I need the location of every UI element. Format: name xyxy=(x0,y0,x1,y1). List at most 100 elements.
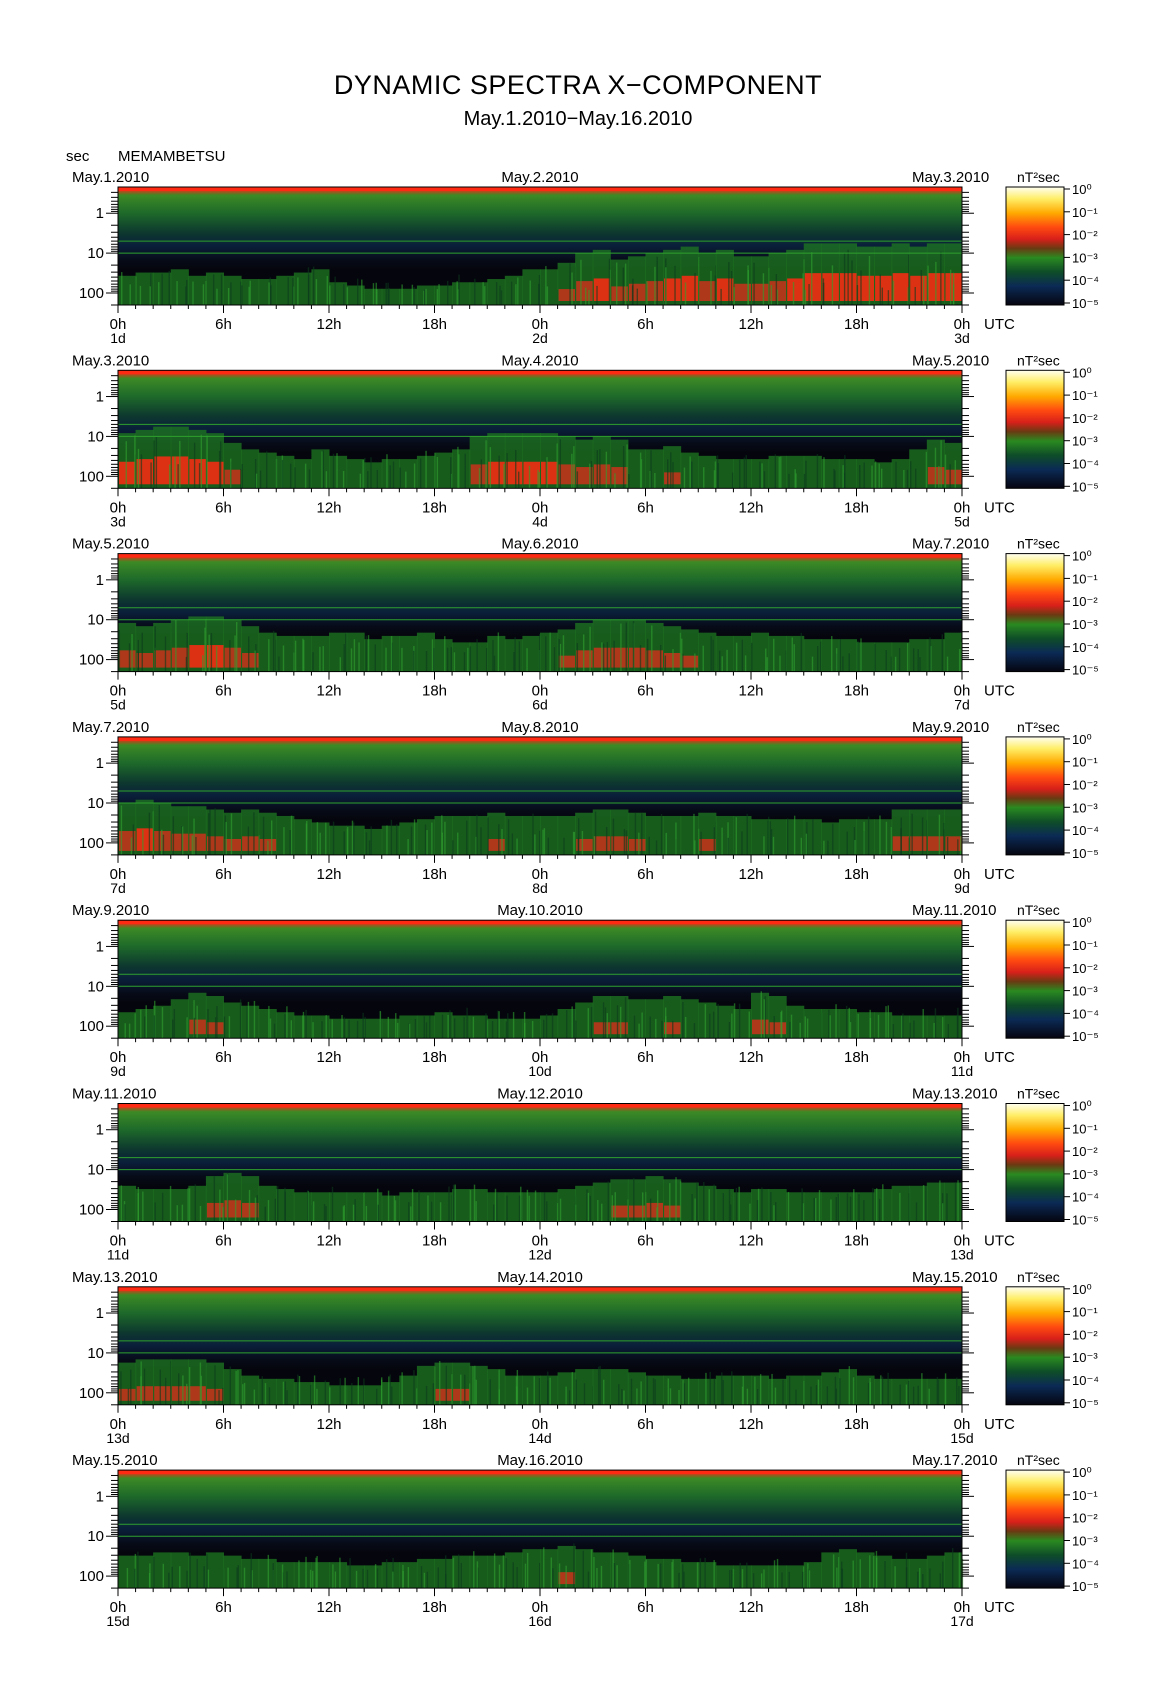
spectral-streak xyxy=(759,461,761,489)
spectral-streak xyxy=(492,640,494,672)
spectral-streak xyxy=(137,639,140,672)
spectral-streak xyxy=(879,274,881,305)
colorbar-frame xyxy=(1005,1469,1065,1589)
spectral-streak xyxy=(735,817,737,855)
spectral-streak xyxy=(482,282,484,305)
spectral-streak xyxy=(385,647,387,672)
spectral-streak xyxy=(713,1378,716,1405)
spectral-streak xyxy=(665,267,667,305)
spectral-streak xyxy=(770,1192,772,1222)
spectral-streak xyxy=(534,1190,537,1222)
spectral-streak xyxy=(713,470,716,489)
x-axis-label: UTC xyxy=(984,1049,1015,1066)
spectral-streak xyxy=(149,1563,151,1589)
spectral-streak xyxy=(290,1020,293,1039)
colorbar-tick-label: 10⁻⁴ xyxy=(1072,457,1099,472)
day-label: 10d xyxy=(528,1063,551,1079)
spectral-streak xyxy=(237,1565,240,1589)
x-axis-label: UTC xyxy=(984,1416,1015,1433)
colorbar-fill xyxy=(1006,1470,1064,1589)
spectral-streak xyxy=(851,260,853,305)
spectral-streak xyxy=(829,1015,831,1039)
spectral-streak xyxy=(639,452,642,489)
spectral-streak xyxy=(267,1554,270,1589)
spectral-streak xyxy=(193,1017,196,1039)
spectral-streak xyxy=(312,1201,315,1222)
spectral-streak xyxy=(433,648,435,672)
spectral-streak xyxy=(802,273,804,305)
spectral-streak xyxy=(661,1020,663,1039)
x-tick-label: 12h xyxy=(738,316,763,333)
spectral-streak xyxy=(376,289,378,305)
spectral-streak xyxy=(250,1553,252,1589)
spectral-streak xyxy=(414,1019,417,1039)
spectral-streak xyxy=(475,1379,477,1405)
spectral-streak xyxy=(346,826,349,855)
spectral-streak xyxy=(137,1551,139,1589)
activity-column xyxy=(381,1195,400,1222)
panel-mid-date: May.14.2010 xyxy=(497,1269,583,1286)
spectral-streak xyxy=(494,1188,497,1222)
day-label: 3d xyxy=(954,330,970,346)
spectral-streak xyxy=(248,286,250,305)
colorbar-tick-label: 10⁻¹ xyxy=(1072,755,1098,770)
spectral-streak xyxy=(890,826,893,855)
spectral-streak xyxy=(489,447,492,489)
spectral-streak xyxy=(789,1022,791,1039)
panel-mid-date: May.4.2010 xyxy=(501,352,578,369)
spectral-streak xyxy=(463,652,466,672)
spectral-streak xyxy=(542,829,544,855)
spectral-streak xyxy=(543,1547,545,1589)
activity-column xyxy=(768,455,787,489)
spectral-streak xyxy=(957,1180,959,1222)
spectral-streak xyxy=(632,278,634,305)
spectral-streak xyxy=(216,1006,218,1039)
activity-core xyxy=(171,833,189,851)
spectral-streak xyxy=(880,1375,882,1405)
spectral-streak xyxy=(624,997,627,1039)
spectral-streak xyxy=(255,643,257,672)
spectral-streak xyxy=(172,1019,174,1039)
day-label: 15d xyxy=(106,1613,129,1629)
spectral-streak xyxy=(120,1185,123,1222)
spectral-streak xyxy=(633,1178,635,1222)
spectral-streak xyxy=(714,461,717,489)
activity-column xyxy=(399,1375,418,1405)
spectral-streak xyxy=(321,1021,323,1039)
colorbar-tick-label: 10⁻³ xyxy=(1072,617,1098,632)
activity-column xyxy=(223,1002,242,1039)
activity-core xyxy=(119,650,136,668)
spectral-streak xyxy=(763,836,765,855)
spectral-streak xyxy=(452,1184,455,1222)
spectral-streak xyxy=(199,1205,202,1222)
y-tick-label: 1 xyxy=(96,389,104,406)
spectral-streak xyxy=(267,1200,270,1222)
spectral-streak xyxy=(175,619,177,672)
spectral-streak xyxy=(410,1206,412,1222)
activity-column xyxy=(786,1005,805,1039)
spectral-streak xyxy=(770,829,773,855)
colorbar-tick-label: 10⁻¹ xyxy=(1072,1305,1098,1320)
spectral-streak xyxy=(746,1562,748,1589)
spectral-streak xyxy=(351,1383,353,1405)
spectral-streak xyxy=(623,1390,625,1405)
spectral-streak xyxy=(235,1370,237,1405)
spectral-streak xyxy=(763,999,765,1039)
spectral-streak xyxy=(842,656,844,672)
x-tick-label: 12h xyxy=(316,1049,341,1066)
y-tick-label: 1 xyxy=(96,572,104,589)
spectral-streak xyxy=(222,1206,224,1222)
activity-core xyxy=(628,838,646,851)
activity-column xyxy=(469,815,488,855)
activity-core xyxy=(699,281,716,301)
x-tick-label: 18h xyxy=(422,1049,447,1066)
spectral-streak xyxy=(912,648,915,672)
x-tick-label: 18h xyxy=(844,1599,869,1616)
spectral-streak xyxy=(799,1022,801,1039)
spectral-streak xyxy=(493,1553,496,1589)
spectral-streak xyxy=(772,836,775,855)
spectral-streak xyxy=(546,286,549,305)
spectral-streak xyxy=(387,1016,390,1039)
spectral-streak xyxy=(161,829,163,855)
spectral-streak xyxy=(708,1189,710,1222)
